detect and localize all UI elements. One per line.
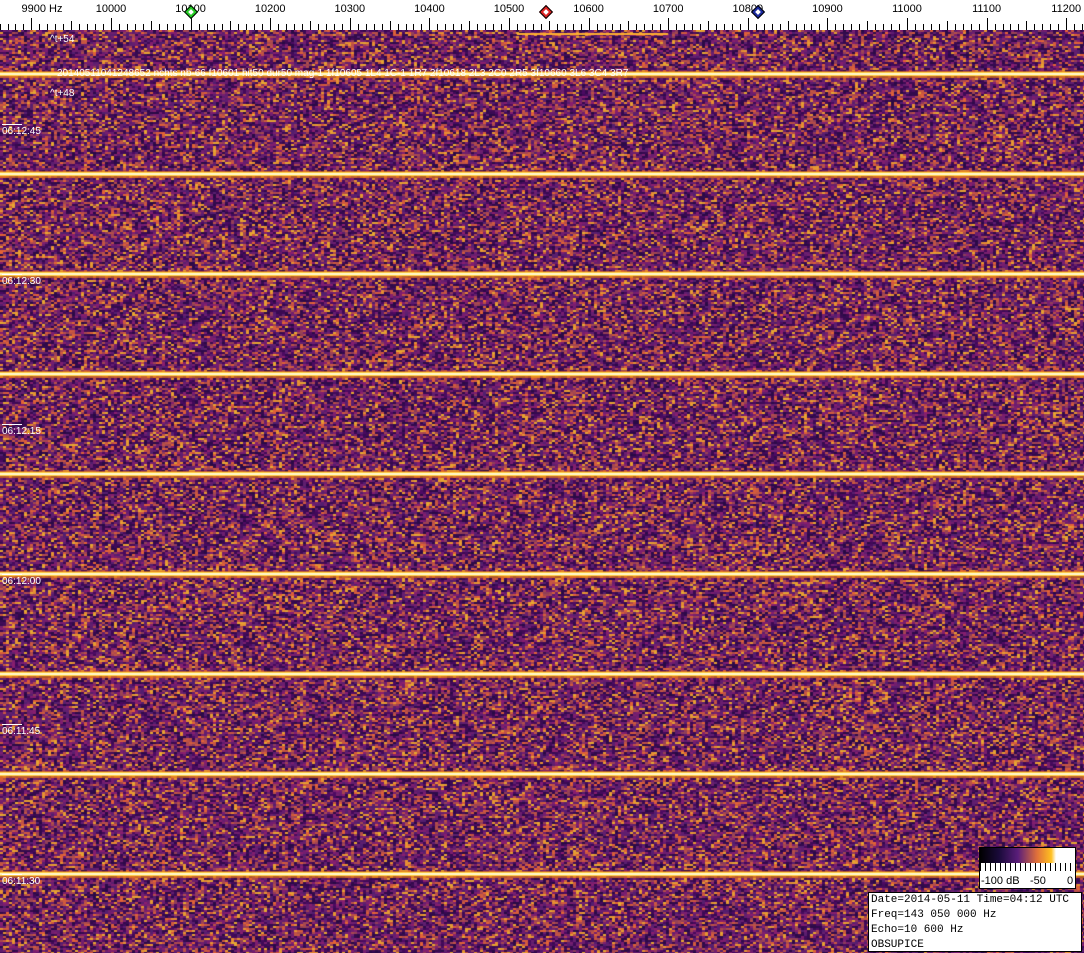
freq-tick	[907, 18, 908, 30]
spectrogram-waterfall	[0, 30, 1084, 953]
freq-tick	[668, 18, 669, 30]
freq-label: 10200	[255, 3, 286, 15]
freq-label: 10000	[96, 3, 127, 15]
echo-annotation: ^t+54	[50, 34, 74, 45]
freq-tick	[469, 21, 470, 30]
time-label: 06:12:30	[2, 276, 41, 287]
colorbar-label-mid: -50	[1030, 875, 1046, 887]
info-date: Date=2014-05-11 Time=04:12 UTC	[871, 893, 1081, 908]
freq-tick	[748, 18, 749, 30]
freq-label: 10700	[653, 3, 684, 15]
colorbar-label-max: 0	[1067, 875, 1073, 887]
time-label: 06:12:00	[2, 576, 41, 587]
freq-label: 10300	[335, 3, 366, 15]
time-label: 06:12:45	[2, 126, 41, 137]
time-tick	[2, 124, 22, 125]
freq-tick	[31, 18, 32, 30]
freq-tick	[509, 18, 510, 30]
freq-tick	[390, 21, 391, 30]
freq-label: 10400	[414, 3, 445, 15]
colorbar: -100 dB -50 0	[979, 847, 1076, 889]
info-station: OBSUPICE	[871, 938, 1081, 953]
info-echo: Echo=10 600 Hz	[871, 923, 1081, 938]
freq-tick	[350, 18, 351, 30]
freq-tick	[111, 18, 112, 30]
freq-tick	[827, 18, 828, 30]
freq-tick	[191, 18, 192, 30]
freq-tick	[230, 21, 231, 30]
freq-tick	[788, 21, 789, 30]
freq-tick	[549, 21, 550, 30]
freq-tick	[1066, 18, 1067, 30]
freq-label: 10600	[573, 3, 604, 15]
colorbar-ticks	[980, 863, 1075, 871]
time-tick	[2, 724, 22, 725]
freq-label: 11200	[1051, 3, 1081, 15]
echo-annotation: ^t+48	[50, 88, 74, 99]
colorbar-gradient	[980, 848, 1075, 863]
freq-label: 11000	[892, 3, 922, 15]
freq-tick	[947, 21, 948, 30]
colorbar-label-min: -100 dB	[981, 875, 1020, 887]
freq-tick	[151, 21, 152, 30]
freq-tick	[867, 21, 868, 30]
time-label: 06:11:30	[2, 876, 40, 887]
freq-tick	[310, 21, 311, 30]
freq-tick	[429, 18, 430, 30]
freq-label: 10900	[812, 3, 843, 15]
freq-label: 10500	[494, 3, 525, 15]
freq-label-9900: 9900 Hz	[22, 3, 63, 15]
info-freq: Freq=143 050 000 Hz	[871, 908, 1081, 923]
freq-tick	[589, 18, 590, 30]
time-label: 06:12:15	[2, 426, 41, 437]
frequency-marker-icon[interactable]	[539, 5, 553, 19]
freq-tick	[1026, 21, 1027, 30]
time-tick	[2, 874, 22, 875]
freq-tick	[270, 18, 271, 30]
freq-tick	[987, 18, 988, 30]
time-tick	[2, 274, 22, 275]
frequency-axis: 9900 Hz 10000101001020010300104001050010…	[0, 0, 1084, 30]
time-tick	[2, 574, 22, 575]
time-tick	[2, 424, 22, 425]
time-label: 06:11:45	[2, 726, 40, 737]
freq-tick	[628, 21, 629, 30]
freq-label: 11100	[972, 3, 1001, 15]
freq-tick	[708, 21, 709, 30]
freq-tick	[71, 21, 72, 30]
echo-annotation: 20140511041248652 nchts nb-66 f10601 hit…	[57, 68, 628, 79]
info-box: Date=2014-05-11 Time=04:12 UTC Freq=143 …	[868, 892, 1082, 952]
